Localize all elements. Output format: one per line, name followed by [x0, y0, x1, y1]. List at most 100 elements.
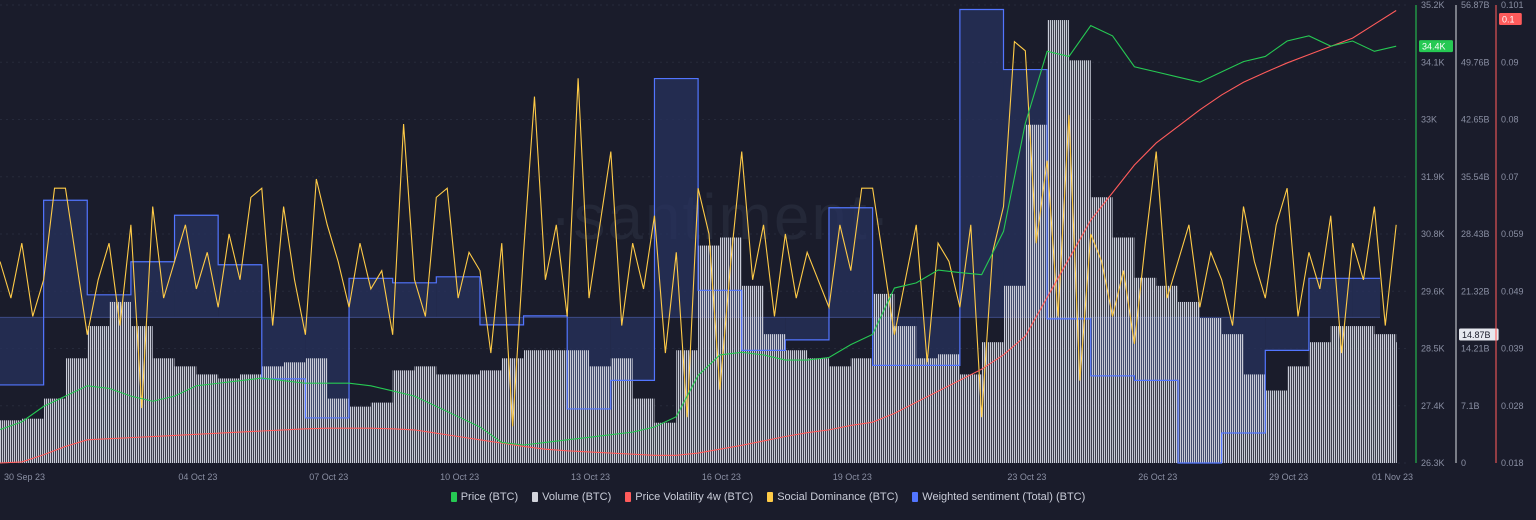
- legend-item[interactable]: Price Volatility 4w (BTC): [625, 491, 753, 503]
- volume-bar: [872, 293, 895, 463]
- volume-bar: [1352, 326, 1375, 463]
- volume-axis-tick: 14.21B: [1461, 344, 1490, 354]
- price-current-label: 34.4K: [1422, 42, 1446, 52]
- legend-item[interactable]: Volume (BTC): [532, 491, 611, 503]
- volume-bar: [261, 366, 284, 463]
- volume-bar: [479, 370, 502, 463]
- price-current-badge: [1419, 40, 1453, 53]
- volume-bar: [196, 374, 219, 463]
- sentiment-area: [130, 261, 175, 318]
- volume-bar: [283, 362, 306, 463]
- volume-axis-tick: 35.54B: [1461, 172, 1490, 182]
- legend-item[interactable]: Price (BTC): [450, 491, 518, 503]
- volume-bar: [894, 326, 917, 463]
- volume-bar: [305, 358, 328, 463]
- volatility-axis-tick: 0.018: [1501, 458, 1524, 468]
- volatility-axis-tick: 0.101: [1501, 0, 1524, 10]
- price-axis-tick: 26.3K: [1421, 458, 1445, 468]
- legend-label: Weighted sentiment (Total) (BTC): [922, 491, 1086, 503]
- volume-bar: [654, 422, 677, 463]
- volume-bar: [763, 334, 786, 463]
- volume-bar: [850, 358, 873, 463]
- volume-bar: [1374, 334, 1397, 463]
- x-axis-tick: 04 Oct 23: [178, 472, 217, 482]
- sentiment-area: [1352, 278, 1380, 318]
- legend-swatch: [767, 492, 774, 502]
- volume-bar: [1068, 60, 1091, 463]
- legend: Price (BTC) Volume (BTC) Price Volatility …: [0, 491, 1536, 503]
- volume-bar: [109, 301, 131, 463]
- volume-bar: [501, 358, 524, 463]
- volume-bar: [239, 374, 262, 463]
- price-axis-tick: 27.4K: [1421, 401, 1445, 411]
- volatility-axis-tick: 0.049: [1501, 286, 1524, 296]
- price-axis-tick: 33K: [1421, 115, 1437, 125]
- volatility-axis-tick: 0.07: [1501, 172, 1519, 182]
- volume-bar: [1025, 124, 1048, 463]
- sentiment-area: [1308, 278, 1353, 318]
- sentiment-area: [174, 215, 219, 318]
- x-axis-tick: 29 Oct 23: [1269, 472, 1308, 482]
- x-axis-tick: 16 Oct 23: [702, 472, 741, 482]
- price-axis-tick: 30.8K: [1421, 229, 1445, 239]
- volume-bar: [1330, 326, 1353, 463]
- x-axis-tick: 10 Oct 23: [440, 472, 479, 482]
- legend-item[interactable]: Weighted sentiment (Total) (BTC): [912, 491, 1085, 503]
- sentiment-area: [0, 317, 44, 385]
- volume-bar: [218, 378, 240, 463]
- volume-bar: [392, 370, 415, 463]
- volume-axis-tick: 56.87B: [1461, 0, 1490, 10]
- sentiment-area: [785, 317, 829, 340]
- legend-swatch: [450, 492, 457, 502]
- volume-bar: [1047, 20, 1069, 463]
- volume-bar: [610, 358, 633, 463]
- volume-axis-tick: 0: [1461, 458, 1466, 468]
- price-axis-tick: 35.2K: [1421, 0, 1445, 10]
- legend-swatch: [532, 492, 539, 502]
- volume-bar: [152, 358, 175, 463]
- volume-bar: [698, 245, 720, 463]
- legend-item[interactable]: Social Dominance (BTC): [767, 491, 898, 503]
- x-axis-tick: 07 Oct 23: [309, 472, 348, 482]
- volume-bar: [1265, 390, 1288, 463]
- volume-bar: [981, 342, 1004, 463]
- x-axis-tick: 23 Oct 23: [1007, 472, 1046, 482]
- volume-bar: [370, 402, 393, 463]
- price-axis-tick: 28.5K: [1421, 344, 1445, 354]
- volatility-axis-tick: 0.028: [1501, 401, 1524, 411]
- volatility-current-label: 0.1: [1502, 15, 1515, 25]
- volume-axis-tick: 42.65B: [1461, 115, 1490, 125]
- volume-bar: [1156, 285, 1179, 463]
- volume-bar: [1199, 318, 1222, 463]
- volatility-axis-tick: 0.08: [1501, 115, 1519, 125]
- volume-bar: [1178, 301, 1200, 463]
- volume-bar: [21, 418, 44, 463]
- volume-current-badge: [1459, 328, 1499, 341]
- x-axis-tick: 30 Sep 23: [4, 472, 45, 482]
- sentiment-area: [1265, 317, 1309, 351]
- volume-bar: [458, 374, 480, 463]
- volume-bar: [0, 420, 22, 463]
- sentiment-area: [349, 278, 393, 318]
- x-axis-tick: 19 Oct 23: [833, 472, 872, 482]
- sentiment-area: [828, 207, 873, 318]
- volume-bar: [545, 350, 568, 463]
- volume-bar: [436, 374, 459, 463]
- volume-bar: [916, 358, 939, 463]
- x-axis-tick: 26 Oct 23: [1138, 472, 1177, 482]
- volume-axis-tick: 49.76B: [1461, 57, 1490, 67]
- volume-current-label: 14.87B: [1462, 330, 1491, 340]
- volume-bar: [43, 398, 66, 463]
- sentiment-area: [43, 200, 88, 318]
- legend-swatch: [625, 492, 632, 502]
- volatility-axis-tick: 0.059: [1501, 229, 1524, 239]
- volume-axis-tick: 21.32B: [1461, 286, 1490, 296]
- volume-bar: [1243, 374, 1266, 463]
- legend-label: Social Dominance (BTC): [777, 491, 899, 503]
- sentiment-area: [654, 78, 699, 318]
- volume-bar: [1134, 277, 1157, 463]
- volume-bar: [959, 374, 982, 463]
- x-axis-tick: 01 Nov 23: [1372, 472, 1413, 482]
